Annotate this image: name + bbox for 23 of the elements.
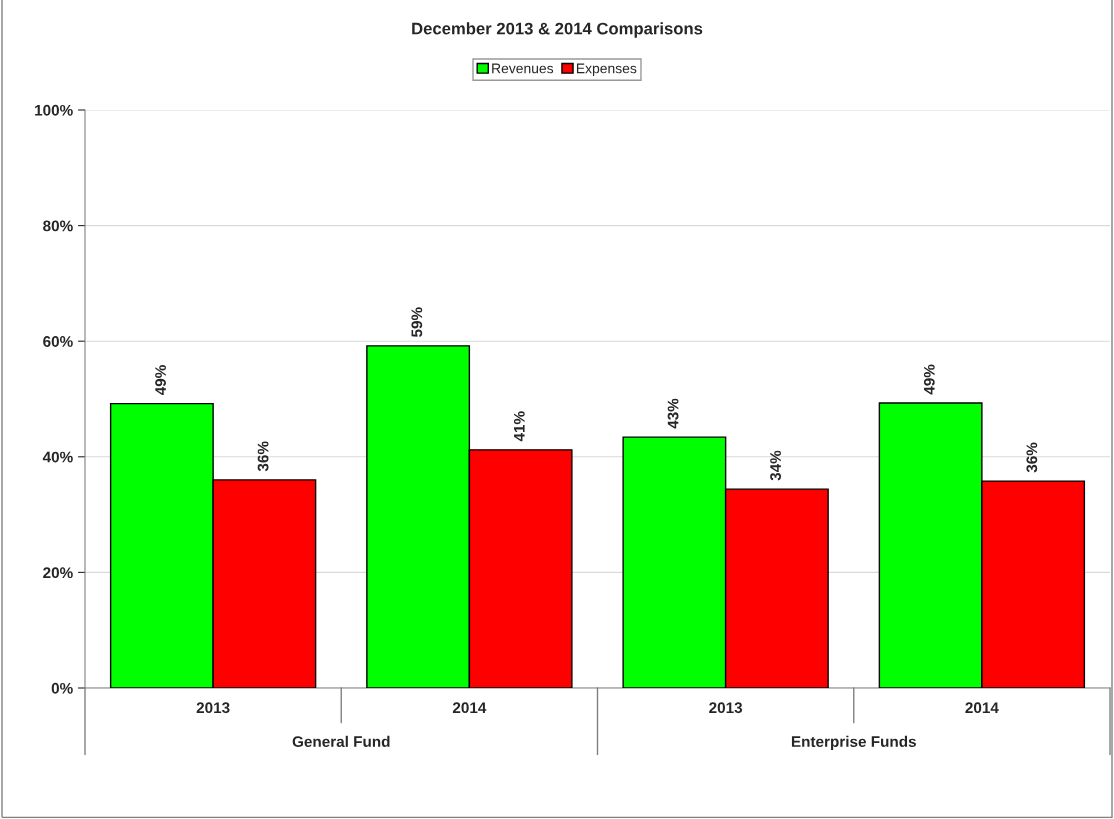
text: General Fund xyxy=(292,735,390,748)
y-tick-label: 40% xyxy=(42,451,73,463)
y-tick-label: 80% xyxy=(43,220,73,232)
data-label: 41% xyxy=(513,411,525,442)
y-tick-label: 100% xyxy=(35,104,73,116)
x-tick-label: 2014 xyxy=(452,702,487,714)
x-tick-label: 2013 xyxy=(709,702,743,714)
x-tick-label: 2013 xyxy=(196,702,230,714)
data-label: 43% xyxy=(667,398,679,429)
y-tick-label: 0% xyxy=(51,682,73,694)
chart-title: December 2013 & 2014 Comparisons xyxy=(412,22,703,38)
data-label: 36% xyxy=(257,441,269,472)
data-label: 49% xyxy=(155,365,166,396)
data-label: 34% xyxy=(770,450,781,481)
data-label: 49% xyxy=(923,364,935,395)
legend-label: Expenses xyxy=(576,63,637,77)
legend-label: Revenues xyxy=(492,63,554,74)
data-label: 59% xyxy=(411,307,423,338)
x-tick-label: 2014 xyxy=(965,702,999,714)
text: Enterprise Funds xyxy=(791,735,916,751)
data-label: 36% xyxy=(1026,442,1038,473)
y-tick-label: 20% xyxy=(43,567,73,579)
y-tick-label: 60% xyxy=(43,336,73,347)
